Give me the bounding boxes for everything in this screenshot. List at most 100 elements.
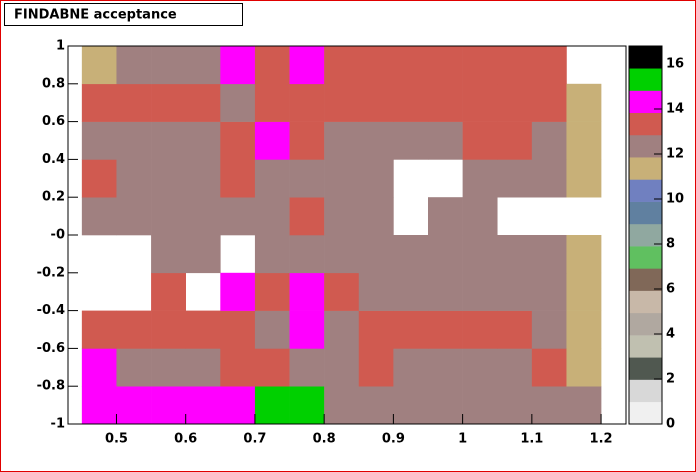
heatmap-cell [566, 386, 602, 425]
z-tick-label: 0 [666, 417, 675, 432]
heatmap-cell [81, 386, 117, 425]
heatmap-cell [324, 348, 360, 387]
heatmap-cell [289, 235, 325, 274]
y-tick-label: -0.6 [37, 341, 65, 356]
heatmap-cell [462, 348, 498, 387]
heatmap-cell [531, 83, 567, 122]
heatmap-cell [116, 348, 152, 387]
heatmap-cell [254, 197, 290, 236]
palette-band [629, 268, 662, 291]
x-tick-label: 0.6 [174, 432, 197, 447]
heatmap-cell [254, 121, 290, 160]
palette-band [629, 335, 662, 358]
heatmap-cell [428, 310, 463, 349]
heatmap-cell [116, 159, 152, 198]
heatmap-cell [81, 197, 117, 236]
heatmap-cell [220, 159, 256, 198]
palette-band [629, 134, 662, 158]
heatmap-cell [289, 46, 325, 85]
heatmap-cell [497, 235, 533, 274]
title-box [4, 3, 243, 26]
heatmap-cell [289, 386, 325, 425]
heatmap-cell [254, 272, 290, 311]
heatmap-cell [428, 197, 463, 236]
heatmap-cell [324, 83, 360, 122]
heatmap-cell [531, 386, 567, 425]
heatmap-cell [462, 235, 498, 274]
z-tick-label: 12 [666, 147, 684, 162]
heatmap-cell [289, 197, 325, 236]
x-tick-label: 1.1 [520, 432, 543, 447]
heatmap-cell [566, 272, 602, 311]
heatmap-cell [393, 272, 429, 311]
heatmap-cell [358, 46, 394, 85]
heatmap-cell [254, 348, 290, 387]
heatmap-cell [566, 235, 602, 274]
heatmap-cell [220, 348, 256, 387]
chart-title: FINDABNE acceptance [14, 8, 177, 23]
heatmap-cell [254, 46, 290, 85]
heatmap-cell [531, 121, 567, 160]
z-tick-label: 4 [666, 327, 675, 342]
heatmap-cell [324, 121, 360, 160]
z-tick-label: 14 [666, 102, 684, 117]
heatmap-cell [254, 386, 290, 425]
heatmap-cell [324, 386, 360, 425]
heatmap-cell [151, 386, 186, 425]
heatmap-cell [358, 159, 394, 198]
heatmap-cell [116, 46, 152, 85]
heatmap-cell [151, 121, 186, 160]
x-tick-label: 0.5 [105, 432, 128, 447]
z-tick-label: 8 [666, 237, 675, 252]
x-tick-label: 1 [458, 432, 467, 447]
heatmap-cell [324, 235, 360, 274]
heatmap-cell [151, 46, 186, 85]
heatmap-cell [185, 386, 221, 425]
heatmap-cell [462, 197, 498, 236]
z-tick-label: 6 [666, 282, 675, 297]
heatmap-cell [358, 121, 394, 160]
heatmap-cell [497, 386, 533, 425]
heatmap-cell [81, 159, 117, 198]
heatmap-cell [185, 235, 221, 274]
heatmap-cell [428, 235, 463, 274]
z-tick-label: 2 [666, 372, 675, 387]
heatmap-cell [116, 121, 152, 160]
heatmap-cell [289, 310, 325, 349]
heatmap-cell [566, 121, 602, 160]
heatmap-cell [289, 121, 325, 160]
heatmap-cell [531, 272, 567, 311]
heatmap-cell [462, 159, 498, 198]
x-tick-label: 0.8 [313, 432, 336, 447]
heatmap-cell [428, 348, 463, 387]
palette-band [629, 46, 662, 69]
y-tick-label: 0.4 [42, 152, 65, 167]
heatmap-cell [462, 310, 498, 349]
palette-band [629, 179, 662, 202]
heatmap-cell [151, 83, 186, 122]
heatmap-cell [358, 83, 394, 122]
heatmap-cell [116, 83, 152, 122]
heatmap-cell [185, 159, 221, 198]
heatmap-cell [393, 386, 429, 425]
heatmap-cell [566, 310, 602, 349]
heatmap-cell [393, 46, 429, 85]
heatmap-cell [358, 386, 394, 425]
heatmap-cell [497, 272, 533, 311]
heatmap-cell [220, 197, 256, 236]
heatmap-cell [462, 83, 498, 122]
heatmap-cell [254, 83, 290, 122]
heatmap-cell [324, 46, 360, 85]
y-tick-label: -1 [51, 417, 65, 432]
y-tick-label: 1 [56, 39, 65, 54]
palette-band [629, 246, 662, 269]
palette-band [629, 379, 662, 403]
heatmap-cell [185, 310, 221, 349]
heatmap-cell [462, 386, 498, 425]
palette-band [629, 201, 662, 225]
heatmap-cell [531, 235, 567, 274]
heatmap-cell [81, 46, 117, 85]
heatmap-cell [220, 310, 256, 349]
heatmap-cell [358, 272, 394, 311]
heatmap-cell [185, 348, 221, 387]
